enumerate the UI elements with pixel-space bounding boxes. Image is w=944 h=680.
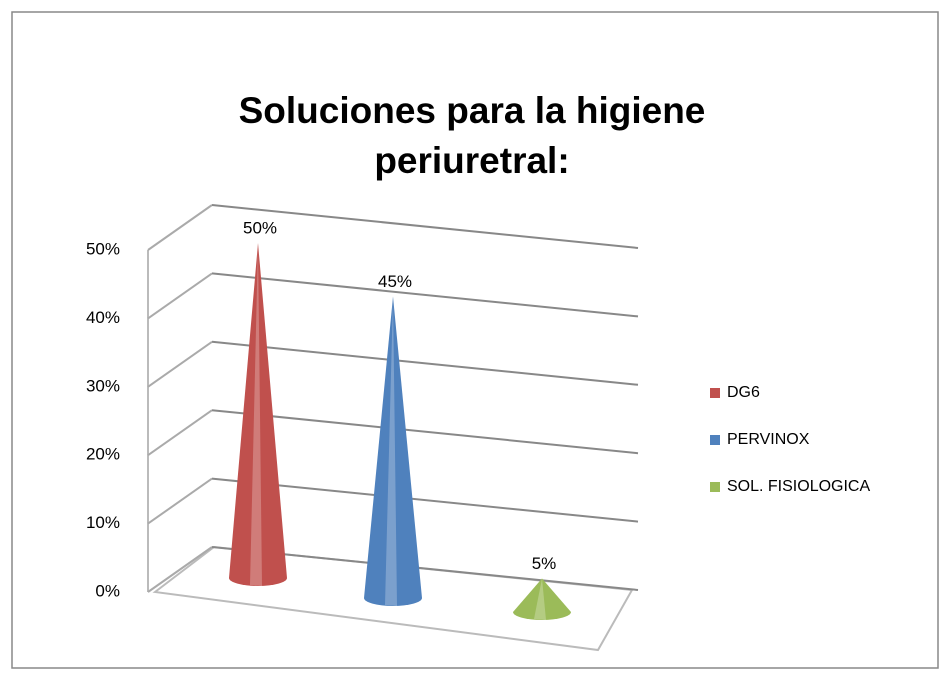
grid-line: [211, 204, 639, 249]
grid-line: [211, 409, 639, 455]
grid-line: [211, 340, 639, 386]
grid-line: [147, 477, 213, 525]
legend-label: SOL. FISIOLOGICA: [727, 478, 870, 495]
y-tick-label: 40%: [86, 308, 120, 327]
grid-line: [147, 272, 213, 320]
cone: [364, 296, 422, 606]
cone: [229, 243, 287, 586]
value-label: 5%: [532, 554, 557, 573]
y-tick-label: 30%: [86, 376, 120, 395]
cone-highlight: [534, 578, 546, 620]
value-label: 50%: [243, 218, 277, 237]
legend-label: PERVINOX: [727, 431, 810, 448]
legend-swatch: [710, 388, 720, 398]
grid-line: [147, 409, 213, 457]
value-label: 45%: [378, 272, 412, 291]
cone-highlight: [385, 296, 397, 606]
grid-line: [147, 340, 213, 388]
chart-title: Soluciones para la higiene periuretral:: [238, 90, 706, 181]
cone-highlight: [250, 243, 262, 586]
grid-line: [211, 272, 639, 318]
legend-swatch: [710, 435, 720, 445]
cone: [513, 578, 571, 620]
y-tick-label: 0%: [95, 581, 120, 600]
chart-frame: [11, 11, 939, 669]
y-tick-label: 20%: [86, 445, 120, 464]
legend-swatch: [710, 482, 720, 492]
legend-label: DG6: [727, 384, 760, 401]
y-tick-label: 50%: [86, 239, 120, 258]
y-tick-label: 10%: [86, 513, 120, 532]
grid-line: [147, 204, 213, 251]
grid-line: [211, 477, 639, 523]
grid-line: [147, 546, 213, 593]
